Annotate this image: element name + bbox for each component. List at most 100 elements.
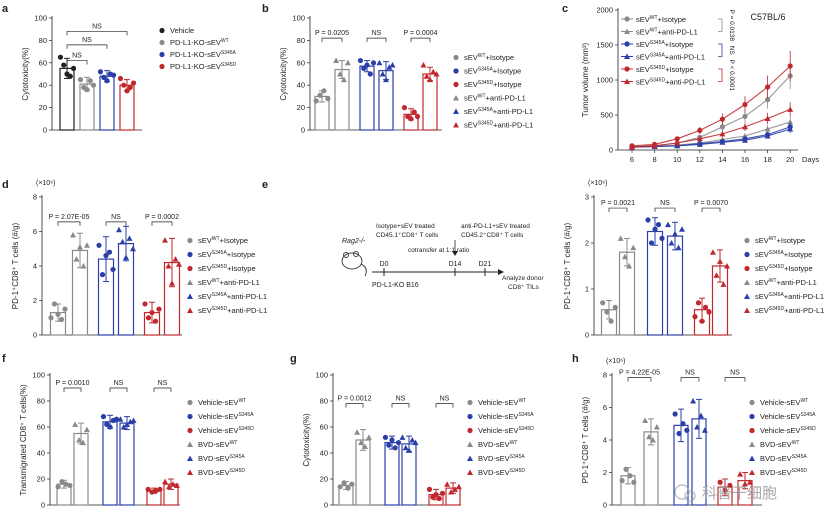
y-tick-label: 0 [301, 126, 305, 135]
legend-label: Vehicle-sEVS345A [198, 412, 254, 421]
schematic-text: Isotype+sEV treated [376, 223, 435, 230]
data-point [631, 479, 637, 485]
series-point [696, 135, 703, 142]
stat-bracket [391, 403, 410, 408]
data-point [389, 62, 396, 68]
stat-bracket [718, 43, 723, 57]
data-point [427, 76, 433, 83]
legend-text: Vehicle-sEV [760, 426, 800, 435]
data-point [142, 301, 148, 307]
data-point [706, 309, 712, 315]
legend-label: PD-L1-KO-sEVWT [170, 38, 229, 47]
legend-label: sEVS345A+Isotype [198, 250, 255, 259]
legend-text: sEV [464, 67, 478, 76]
data-point [365, 434, 372, 440]
data-point [426, 486, 433, 492]
legend-tail: +anti-PD-L1 [665, 78, 705, 87]
legend-text: sEV [755, 264, 769, 273]
series-point [742, 123, 748, 130]
legend-label: PD-L1-KO-sEVS345A [170, 50, 237, 59]
data-point [117, 75, 124, 82]
data-point [612, 304, 618, 310]
mouse-tail-icon [360, 263, 367, 277]
legend-label: Vehicle-sEVS345D [478, 426, 534, 435]
data-point [145, 315, 152, 321]
data-point [649, 437, 656, 443]
legend-label: BVD-sEVS345D [198, 468, 245, 477]
legend-marker [187, 427, 193, 434]
legend-text: sEV [636, 65, 650, 74]
panel-letter: e [262, 179, 268, 191]
legend-tail: +anti-PD-L1 [493, 121, 533, 130]
data-point [402, 444, 409, 451]
legend-text: BVD-sEV [760, 454, 792, 463]
y-tick-label: 60 [320, 423, 328, 432]
y-axis-label: Cytotoxicity(%) [302, 413, 311, 467]
data-point [690, 398, 697, 404]
x-tick-label: 20 [786, 155, 794, 164]
stat-bracket [63, 387, 82, 392]
data-point [120, 424, 127, 430]
series-point [742, 113, 748, 119]
legend-label: BVD-sEVWT [760, 440, 799, 449]
data-point [621, 253, 628, 260]
bar [119, 422, 135, 506]
y-tick-label: 100 [315, 371, 328, 380]
legend-marker [467, 427, 473, 434]
legend-text: sEV [464, 80, 478, 89]
y-tick-label: 80 [297, 36, 305, 45]
data-point [67, 73, 73, 79]
data-point [722, 487, 728, 493]
legend-tail: +anti-PD-L1 [220, 278, 260, 287]
legend-marker [624, 16, 630, 22]
legend-sup: WT [650, 15, 658, 21]
legend-marker [159, 51, 165, 58]
data-point [127, 84, 133, 91]
series-point [787, 63, 793, 69]
data-point [357, 57, 364, 64]
legend-text: sEV [464, 121, 478, 130]
data-point [717, 258, 723, 264]
legend-text: sEV [198, 264, 212, 273]
series-point [629, 144, 635, 150]
y-tick-label: 60 [297, 58, 305, 67]
legend-sup: S345A [212, 250, 228, 256]
stat-bracket [680, 377, 700, 382]
legend-label: sEVS345A+anti-PD-L1 [198, 292, 267, 301]
data-point [80, 263, 87, 269]
y-tick-label: 2000 [596, 6, 613, 15]
legend-marker [159, 39, 165, 46]
legend-marker [187, 455, 193, 461]
legend-text: BVD-sEV [760, 468, 792, 477]
mouse-ear-icon [353, 251, 359, 257]
legend-marker [744, 265, 750, 272]
legend-label: sEVWT+anti-PD-L1 [755, 278, 817, 287]
series-point [765, 84, 771, 90]
data-point [361, 65, 367, 71]
series-point [787, 106, 794, 112]
wechat-icon [684, 490, 696, 502]
stat-bracket [105, 221, 127, 226]
data-point [55, 311, 61, 317]
data-point [717, 479, 723, 485]
axis-scale: (×10⁶) [588, 180, 607, 187]
schematic-text: cotransfer at 1:1 ratio [408, 247, 470, 254]
legend-sup: S345A [238, 412, 254, 418]
data-point [600, 300, 606, 306]
y-tick-label: 500 [600, 111, 613, 120]
data-point [107, 424, 113, 430]
bar [422, 73, 438, 131]
series-point [719, 139, 726, 145]
data-point [70, 65, 77, 71]
legend-tail: +Isotype [220, 236, 249, 245]
panel-letter: h [572, 353, 579, 365]
data-point [113, 416, 120, 422]
stat-bracket [66, 44, 108, 49]
data-point [317, 92, 323, 98]
data-point [176, 261, 182, 267]
legend-tail: +anti-PD-L1 [227, 306, 267, 315]
axis-scale: (×10⁶) [606, 358, 625, 365]
legend-text: BVD-sEV [478, 454, 510, 463]
y-tick-label: 8 [603, 371, 607, 380]
data-point [655, 222, 662, 228]
